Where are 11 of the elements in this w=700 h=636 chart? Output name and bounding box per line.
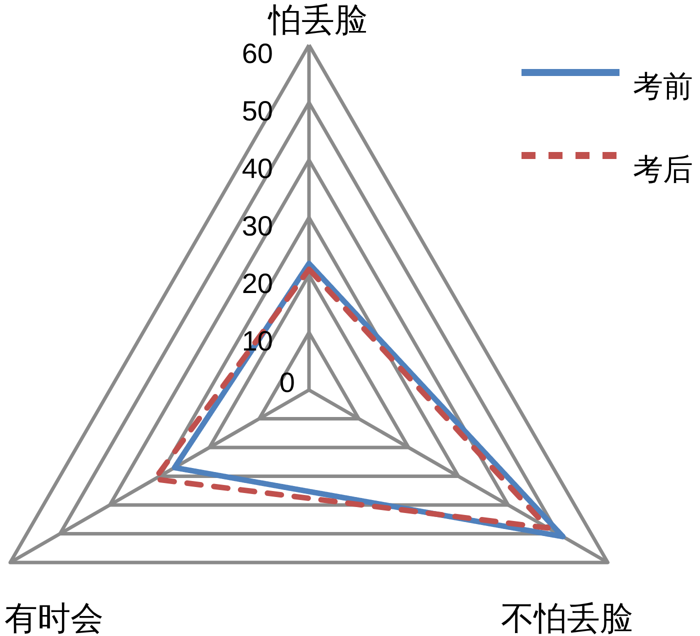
- y-tick-label: 60: [242, 38, 273, 69]
- spoke-label: 有时会: [4, 602, 104, 636]
- legend-label: 考前: [633, 70, 693, 104]
- y-tick-label: 0: [279, 367, 295, 398]
- y-tick-label: 50: [242, 96, 273, 126]
- spoke-label: 不怕丢脸: [500, 602, 633, 636]
- y-tick-label: 40: [242, 153, 273, 184]
- y-tick-label: 30: [242, 210, 273, 242]
- legend-label: 考后: [633, 154, 693, 186]
- spoke-label: 怕丢脸: [268, 3, 368, 39]
- y-tick-label: 20: [242, 268, 273, 299]
